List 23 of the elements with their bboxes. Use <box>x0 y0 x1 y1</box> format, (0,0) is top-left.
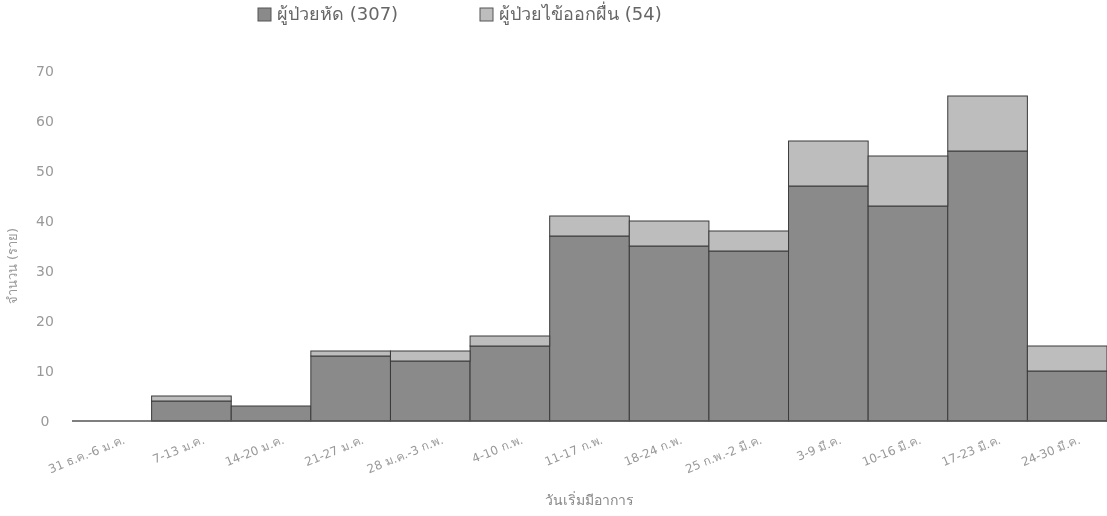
y-tick-label: 10 <box>36 363 54 379</box>
y-tick-label: 40 <box>36 213 54 229</box>
x-tick-label: 10-16 มี.ค. <box>860 432 924 470</box>
x-tick-label: 24-30 มี.ค. <box>1019 432 1083 470</box>
x-tick-label: 25 ก.พ.-2 มี.ค. <box>683 432 764 477</box>
x-tick-label: 31 ธ.ค.-6 ม.ค. <box>46 432 127 477</box>
legend-label: ผู้ป่วยไข้ออกผื่น (54) <box>499 1 662 25</box>
y-tick-label: 50 <box>36 163 54 179</box>
y-tick-label: 30 <box>36 263 54 279</box>
legend-label: ผู้ป่วยหัด (307) <box>277 3 399 25</box>
y-tick-label: 20 <box>36 313 54 329</box>
x-tick-label: 3-9 มี.ค. <box>794 432 844 464</box>
y-tick-label: 70 <box>36 63 54 79</box>
x-tick-label: 17-23 มี.ค. <box>939 432 1003 470</box>
x-tick-label: 21-27 ม.ค. <box>302 432 366 470</box>
x-axis-title: วันเริ่มมีอาการ <box>545 491 634 508</box>
x-tick-label: 7-13 ม.ค. <box>150 432 207 467</box>
y-axis-title: จำนวน (ราย) <box>5 227 20 305</box>
y-tick-label: 60 <box>36 113 54 129</box>
x-tick-label: 28 ม.ค.-3 ก.พ. <box>364 432 446 477</box>
y-tick-label: 0 <box>40 413 50 429</box>
x-tick-label: 14-20 ม.ค. <box>223 432 287 470</box>
x-tick-label: 4-10 ก.พ. <box>469 432 526 466</box>
